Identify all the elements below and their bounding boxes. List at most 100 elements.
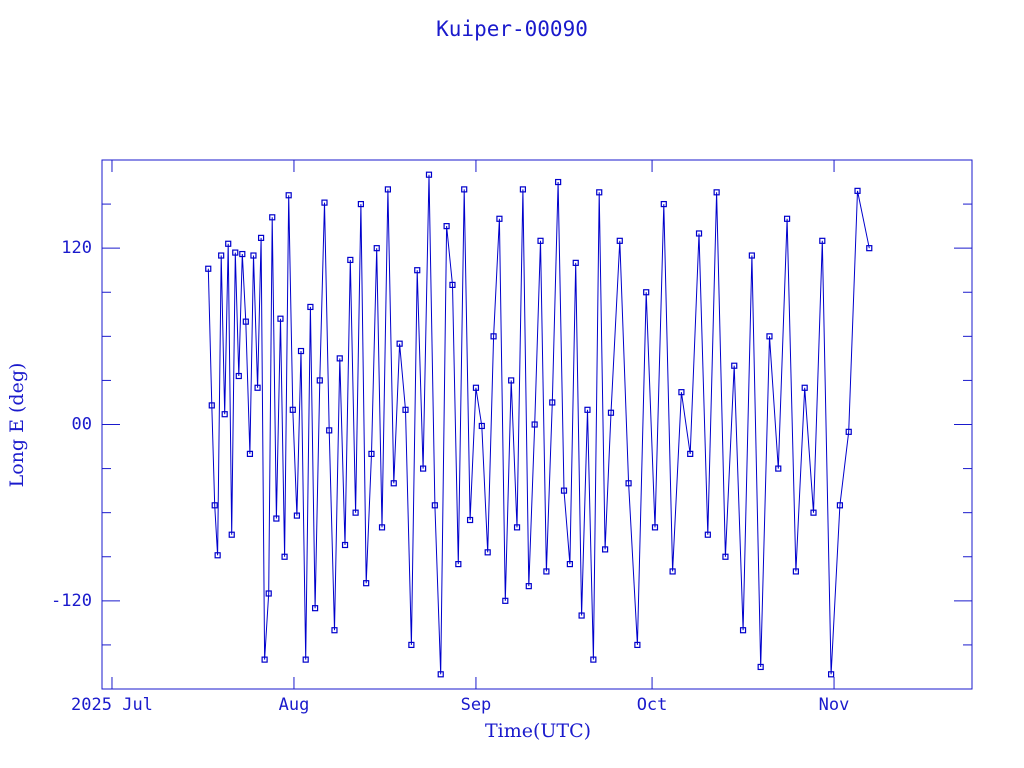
- data-point: [211, 502, 218, 509]
- data-point: [566, 560, 573, 568]
- data-point: [347, 256, 354, 264]
- data-line: [207, 174, 870, 675]
- data-point: [669, 568, 676, 575]
- data-point: [443, 223, 450, 230]
- data-point: [269, 214, 276, 221]
- data-point: [293, 512, 300, 519]
- data-point: [766, 333, 773, 340]
- data-point: [704, 531, 711, 538]
- chart-title: Kuiper-00090: [436, 17, 588, 41]
- x-tick-label: Nov: [819, 695, 850, 715]
- data-point: [748, 252, 755, 259]
- data-point: [801, 384, 808, 391]
- data-point: [484, 549, 491, 556]
- data-point: [221, 411, 228, 418]
- data-point: [257, 234, 265, 241]
- data-point: [363, 580, 370, 587]
- data-point: [326, 427, 333, 434]
- data-point: [854, 187, 861, 194]
- data-point: [819, 237, 826, 244]
- data-point: [783, 215, 791, 222]
- y-axis-label: Long E (deg): [6, 363, 28, 488]
- data-point: [307, 303, 314, 311]
- data-point: [757, 663, 764, 671]
- data-point: [472, 384, 480, 391]
- data-point: [225, 240, 232, 247]
- data-point: [836, 502, 844, 509]
- data-point: [341, 541, 349, 549]
- data-point: [273, 515, 280, 522]
- data-point: [254, 384, 261, 391]
- data-point: [687, 450, 694, 457]
- data-point: [214, 552, 221, 559]
- data-point: [461, 186, 468, 193]
- data-point: [277, 315, 284, 322]
- data-point: [731, 362, 738, 369]
- data-point: [828, 671, 835, 678]
- data-point: [205, 265, 212, 272]
- data-point: [584, 406, 591, 413]
- data-point: [437, 671, 444, 678]
- data-point: [601, 546, 609, 553]
- data-point: [352, 509, 359, 516]
- data-point: [218, 252, 225, 259]
- data-point: [357, 200, 364, 208]
- y-tick-label: -120: [51, 591, 92, 611]
- data-point: [297, 347, 305, 355]
- data-point: [311, 605, 319, 612]
- data-point: [285, 192, 292, 199]
- data-point: [449, 281, 456, 289]
- data-point: [289, 406, 296, 413]
- data-point: [408, 641, 415, 649]
- data-point: [531, 421, 538, 428]
- data-point: [250, 252, 257, 259]
- data-point: [496, 215, 503, 222]
- data-point: [455, 560, 462, 568]
- data-point: [261, 656, 268, 663]
- data-point: [775, 465, 782, 472]
- data-point: [281, 553, 288, 560]
- data-point: [478, 422, 485, 430]
- data-point: [414, 267, 421, 274]
- data-point: [792, 568, 799, 575]
- data-point: [525, 583, 532, 590]
- data-point: [572, 259, 579, 266]
- data-point: [384, 186, 391, 193]
- data-point: [239, 250, 246, 258]
- y-tick-label: 120: [61, 238, 92, 258]
- data-point: [549, 399, 556, 406]
- data-point: [513, 524, 521, 531]
- data-point: [208, 402, 215, 409]
- data-point: [490, 333, 497, 340]
- data-point: [678, 389, 685, 396]
- data-point: [331, 627, 338, 634]
- x-tick-label: 2025 Jul: [71, 695, 153, 715]
- data-point: [651, 524, 659, 531]
- x-tick-label: Sep: [461, 695, 492, 715]
- data-point: [508, 377, 515, 384]
- data-point: [560, 487, 568, 494]
- data-point: [431, 502, 438, 509]
- data-point: [537, 237, 544, 244]
- data-point: [321, 199, 328, 206]
- data-point: [866, 245, 873, 252]
- data-point: [402, 406, 409, 413]
- data-point: [616, 237, 623, 244]
- data-point: [378, 524, 386, 531]
- x-tick-label: Aug: [279, 695, 310, 715]
- data-point: [242, 318, 249, 325]
- data-point: [425, 171, 433, 178]
- data-point: [578, 612, 585, 619]
- data-point: [695, 230, 703, 237]
- data-point: [625, 480, 632, 487]
- data-point: [845, 428, 852, 435]
- data-point: [590, 656, 597, 663]
- data-point: [713, 189, 720, 196]
- data-point: [502, 597, 509, 604]
- data-point: [739, 627, 747, 634]
- data-point: [660, 200, 667, 208]
- x-axis-label: Time(UTC): [485, 720, 591, 742]
- data-point: [634, 641, 641, 649]
- data-point: [373, 245, 380, 252]
